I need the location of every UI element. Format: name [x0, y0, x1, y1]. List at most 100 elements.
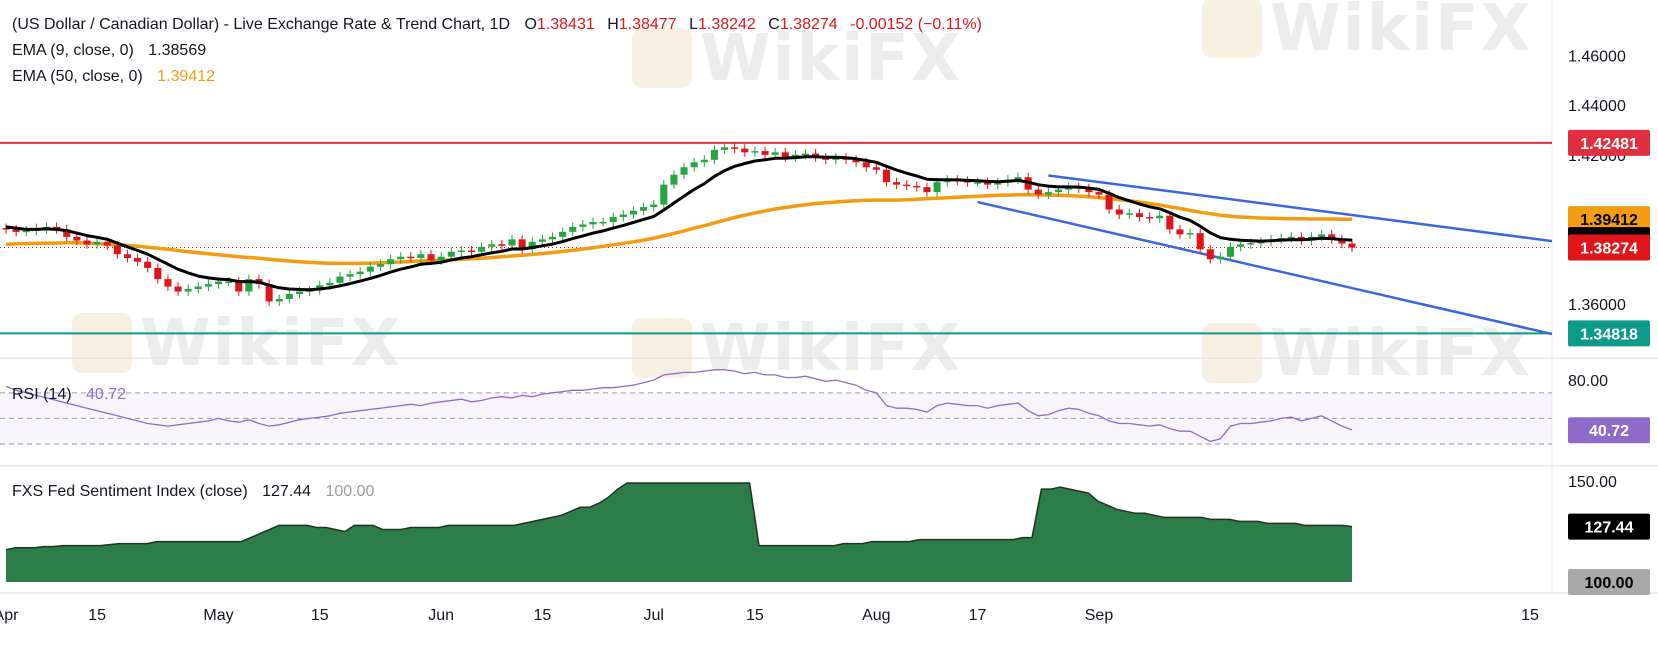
chart-title: (US Dollar / Canadian Dollar) - Live Exc…	[12, 16, 510, 33]
fxs-legend-value: 127.44	[262, 483, 311, 500]
time-tick-7: 15	[746, 607, 764, 624]
time-tick-9: 17	[969, 607, 987, 624]
ema50-line[interactable]	[5, 193, 1352, 266]
candle-body-72	[731, 147, 739, 149]
fxs-area-fill	[6, 483, 1352, 582]
candle-body-55	[559, 231, 567, 237]
candle-body-45	[457, 250, 465, 253]
legend-line-ema9[interactable]: EMA (9, close, 0) 1.38569	[12, 42, 206, 59]
candle-body-47	[478, 246, 486, 252]
channel-upper-line	[1048, 174, 1553, 243]
watermark-logo-3	[632, 318, 692, 378]
candle-body-88	[893, 182, 901, 185]
candle-body-102	[1034, 189, 1042, 195]
candle-body-107	[1085, 188, 1093, 193]
candle-body-60	[609, 216, 617, 222]
candle-body-16	[164, 279, 172, 287]
descending-channel[interactable]	[977, 174, 1553, 336]
candle-body-49	[498, 244, 506, 246]
watermark-logo-4	[1202, 323, 1262, 383]
price-axis-tags: 1.424811.394121.385691.382741.3481840.72…	[1568, 129, 1650, 595]
time-axis-ticks: Apr 15 May 15 Jun 15 Jul 15 Aug 17 Sep 15	[0, 607, 1539, 624]
ema50-path	[5, 193, 1352, 266]
ema9-label: EMA (9, close, 0)	[12, 42, 134, 59]
candle-body-9	[93, 241, 101, 245]
candle-body-75	[761, 151, 769, 155]
legend-line-ema50[interactable]: EMA (50, close, 0) 1.39412	[12, 68, 215, 85]
watermark-text-2: WikiFX	[140, 307, 402, 381]
candle-body-58	[589, 221, 597, 225]
candle-body-1	[12, 229, 20, 232]
candle-body-19	[194, 286, 202, 290]
candle-body-122	[1237, 244, 1245, 247]
candle-body-109	[1105, 194, 1113, 210]
time-tick-0: Apr	[0, 607, 19, 624]
price-tick-3: 1.36000	[1568, 297, 1626, 314]
candle-body-56	[569, 226, 577, 232]
close-label: C	[768, 16, 780, 33]
candle-body-65	[660, 184, 668, 205]
fxs-tag-text: 127.44	[1585, 520, 1634, 537]
watermarks: WikiFX WikiFX WikiFX WikiFX WikiFX	[72, 0, 1532, 391]
low-label: L	[689, 16, 698, 33]
fxs-area[interactable]	[5, 482, 1353, 582]
fxs-base-tag-bg	[1568, 569, 1650, 595]
candle-body-14	[144, 261, 152, 268]
last-price-tag-bg	[1568, 234, 1650, 261]
ema9-line[interactable]	[5, 155, 1353, 292]
candle-body-36	[366, 266, 374, 272]
candle-body-132	[1338, 239, 1346, 244]
horizontal-levels[interactable]	[0, 141, 1552, 335]
candle-body-8	[83, 240, 91, 245]
candle-body-121	[1227, 246, 1235, 257]
candle-body-59	[599, 221, 607, 224]
open-value: 1.38431	[537, 16, 595, 33]
rsi-line[interactable]	[5, 369, 1353, 443]
ema9-path	[5, 155, 1353, 292]
candles[interactable]	[2, 142, 1356, 306]
legend-line-1: (US Dollar / Canadian Dollar) - Live Exc…	[12, 16, 982, 33]
candle-body-79	[801, 153, 810, 156]
time-tick-3: 15	[311, 607, 329, 624]
candle-body-52	[528, 241, 536, 250]
rsi-path	[5, 369, 1353, 443]
candle-body-20	[204, 284, 212, 287]
candle-body-23	[235, 281, 243, 292]
legend-fxs[interactable]: FXS Fed Sentiment Index (close) 127.44 1…	[12, 483, 375, 500]
candle-body-97	[984, 182, 992, 185]
candle-body-103	[1044, 192, 1052, 195]
candle-body-11	[113, 245, 121, 255]
candle-body-34	[346, 274, 354, 277]
candle-body-85	[862, 162, 870, 168]
candle-body-0	[2, 228, 10, 230]
candle-body-15	[154, 267, 162, 280]
candle-body-40	[407, 256, 415, 259]
candle-body-17	[174, 286, 182, 292]
watermark-logo-2	[72, 313, 132, 373]
candle-body-133	[1348, 243, 1356, 248]
watermark-text-1: WikiFX	[1270, 0, 1532, 66]
candle-body-84	[852, 159, 860, 163]
candle-body-111	[1125, 213, 1133, 215]
candle-body-29	[295, 291, 304, 295]
candle-body-118	[1196, 233, 1204, 250]
candle-body-43	[437, 256, 445, 261]
close-value: 1.38274	[780, 16, 838, 33]
ema50-value: 1.39412	[157, 68, 215, 85]
time-tick-11: 15	[1521, 607, 1539, 624]
candle-body-35	[356, 271, 364, 275]
candle-body-100	[1014, 177, 1022, 180]
candle-body-66	[670, 174, 678, 185]
legend-rsi[interactable]: RSI (14) 40.72	[12, 386, 126, 403]
rsi-band	[0, 392, 1552, 445]
candle-body-123	[1247, 243, 1255, 245]
candle-body-39	[397, 256, 405, 260]
candle-body-62	[629, 210, 638, 215]
candle-body-51	[518, 239, 526, 250]
candle-body-37	[376, 264, 384, 267]
candle-body-108	[1095, 192, 1103, 195]
candle-body-12	[123, 254, 131, 258]
